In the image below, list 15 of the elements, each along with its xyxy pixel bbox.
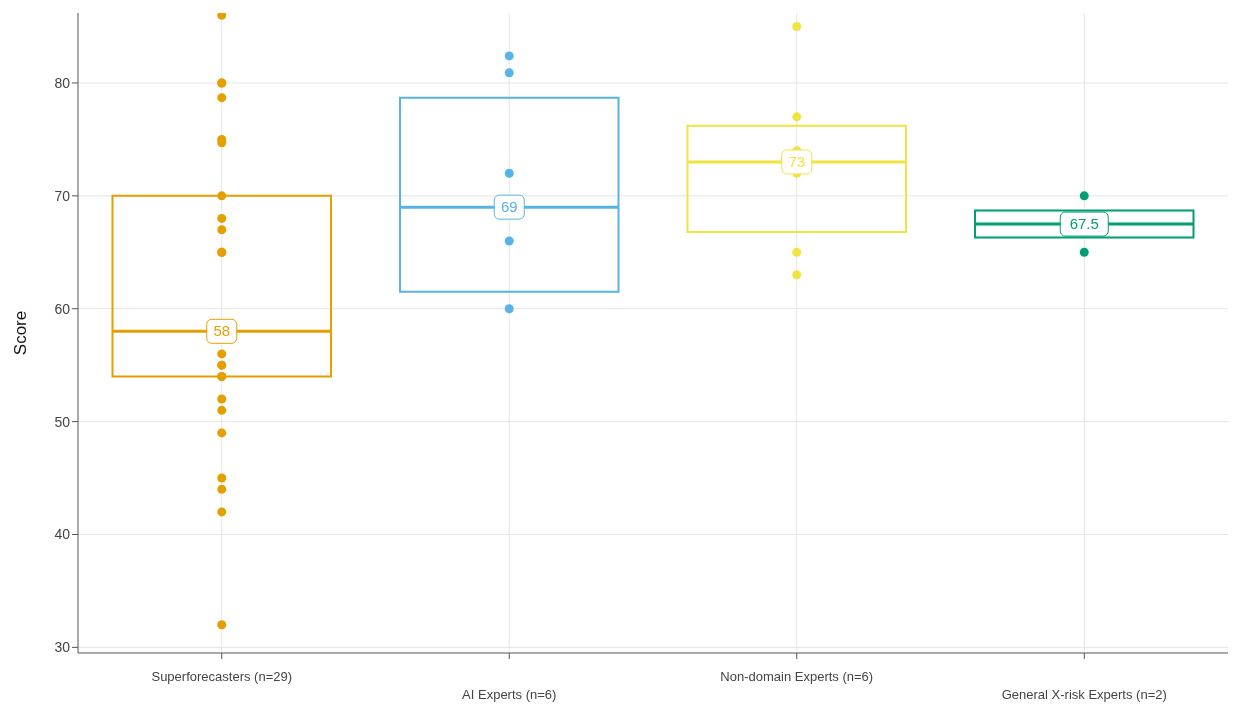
y-tick-label: 60 [54,300,71,317]
annotation: 73 [788,152,806,170]
annotation: 67.5 [1069,215,1099,233]
y-axis-title: Score [11,310,31,356]
annotation: 58 [213,322,231,340]
x-tick-label: Non-domain Experts (n=6) [720,669,874,684]
y-tick-label: 70 [54,187,71,204]
x-tick-label: AI Experts (n=6) [462,687,557,702]
y-tick-label: 30 [54,639,71,656]
y-tick-label: 80 [54,74,71,91]
x-tick-label: General X-risk Experts (n=2) [1001,687,1167,702]
annotation: 69 [500,198,518,216]
y-tick-label: 50 [54,413,71,430]
y-tick-label: 40 [54,526,71,543]
x-tick-label: Superforecasters (n=29) [151,669,293,684]
